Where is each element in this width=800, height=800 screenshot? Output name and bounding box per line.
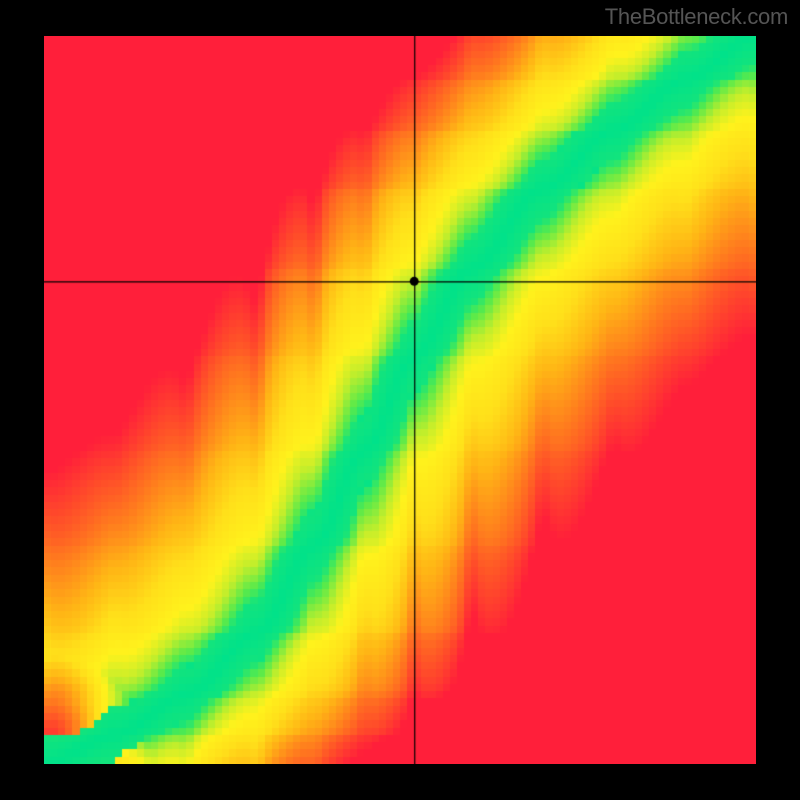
watermark-text: TheBottleneck.com — [605, 4, 788, 30]
bottleneck-heatmap — [44, 36, 756, 764]
chart-container: TheBottleneck.com — [0, 0, 800, 800]
